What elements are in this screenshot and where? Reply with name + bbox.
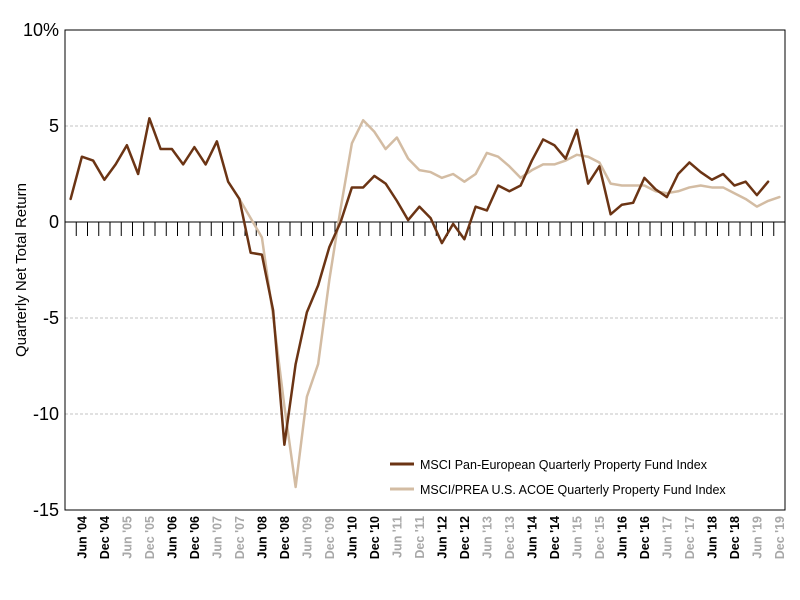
- y-tick-label: -15: [33, 500, 59, 520]
- x-tick-label: Dec '18: [728, 516, 742, 559]
- x-tick-label: Jun '15: [570, 516, 584, 559]
- x-axis-tick-labels: Jun '04 Dec '04 Jun '05 Dec '05 Jun '06 Dec '…: [75, 516, 787, 559]
- gridlines: [65, 125, 785, 415]
- x-tick-label: Dec '11: [413, 516, 427, 559]
- x-tick-label: Jun '07: [210, 516, 224, 559]
- x-tick-label: Jun '19: [750, 516, 764, 559]
- x-tick-label: Jun '09: [300, 516, 314, 559]
- x-tick-label: Dec '12: [458, 516, 472, 559]
- x-tick-label: Jun '04: [75, 516, 89, 559]
- x-tick-label: Dec '15: [593, 516, 607, 559]
- series-line-us-acoe: [238, 118, 781, 489]
- y-tick-label: -10: [33, 404, 59, 424]
- x-tick-label: Dec '17: [683, 516, 697, 559]
- x-tick-label: Dec '08: [278, 516, 292, 559]
- y-tick-label: -5: [43, 308, 59, 328]
- x-tick-label: Dec '07: [233, 516, 247, 559]
- x-tick-label: Jun '11: [390, 516, 404, 558]
- y-tick-label: 10%: [23, 20, 59, 40]
- x-tick-label: Dec '19: [773, 516, 787, 559]
- x-tick-label: Dec '16: [638, 516, 652, 559]
- x-tick-label: Dec '04: [98, 516, 112, 559]
- x-tick-label: Dec '09: [323, 516, 337, 559]
- x-tick-label: Dec '13: [503, 516, 517, 559]
- plot-frame: [64, 29, 786, 511]
- legend-label-us-acoe: MSCI/PREA U.S. ACOE Quarterly Property F…: [420, 483, 726, 497]
- series-lines: [69, 117, 781, 489]
- y-tick-label: 0: [49, 212, 59, 232]
- x-tick-label: Dec '05: [143, 516, 157, 559]
- y-axis-tick-labels: 10% 5 0 -5 -10 -15: [23, 20, 59, 520]
- x-tick-label: Jun '10: [345, 516, 359, 559]
- x-tick-label: Dec '10: [368, 516, 382, 559]
- x-tick-label: Jun '05: [120, 516, 134, 559]
- x-tick-label: Jun '08: [255, 516, 269, 559]
- x-tick-label: Dec '14: [548, 516, 562, 559]
- x-tick-label: Jun '17: [660, 516, 674, 559]
- legend-label-pan-european: MSCI Pan-European Quarterly Property Fun…: [420, 458, 708, 472]
- x-tick-label: Jun '16: [615, 516, 629, 559]
- x-tick-label: Jun '13: [480, 516, 494, 559]
- y-axis-label: Quarterly Net Total Return: [13, 183, 30, 357]
- legend: MSCI Pan-European Quarterly Property Fun…: [390, 458, 726, 497]
- x-tick-label: Jun '18: [705, 516, 719, 559]
- y-tick-label: 5: [49, 116, 59, 136]
- x-tick-label: Jun '06: [165, 516, 179, 559]
- x-tick-label: Dec '06: [188, 516, 202, 559]
- x-tick-label: Jun '12: [435, 516, 449, 559]
- x-tick-label: Jun '14: [525, 516, 539, 559]
- series-line-pan-european: [69, 117, 770, 446]
- x-axis-ticks: [64, 222, 786, 236]
